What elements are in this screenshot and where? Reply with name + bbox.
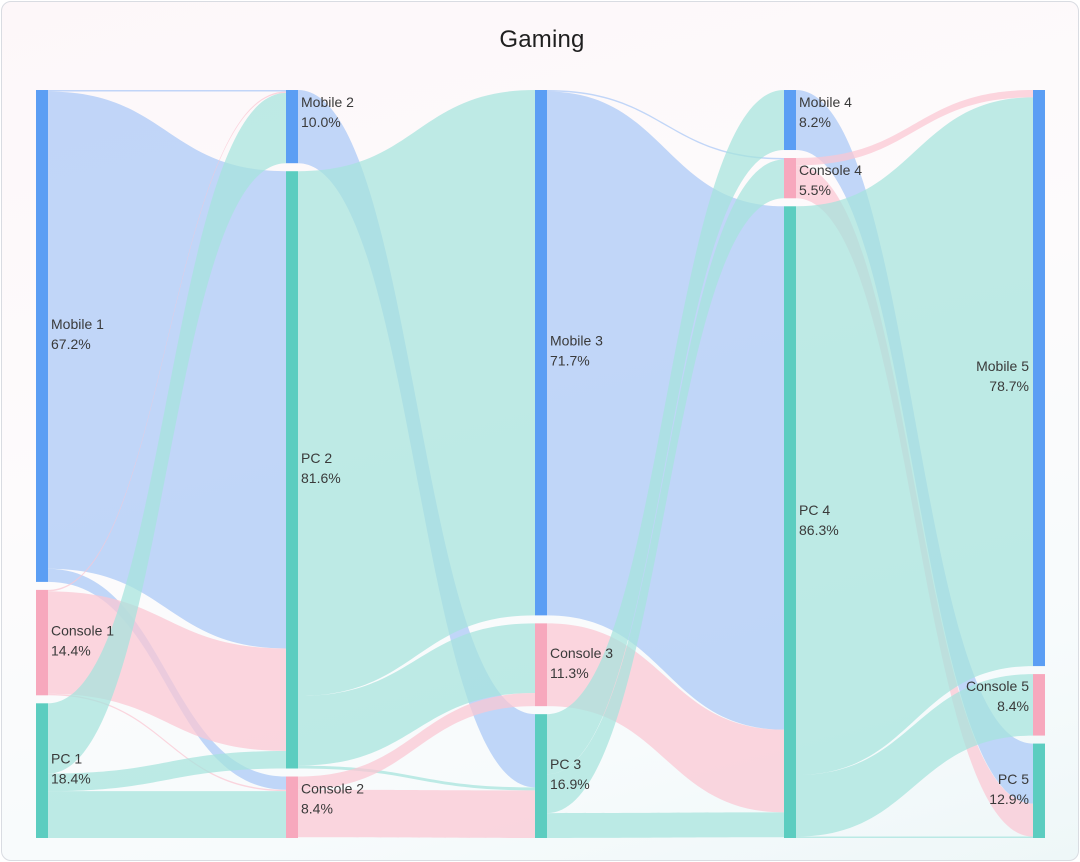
link-P1-C2[interactable] bbox=[48, 791, 286, 838]
link-C1-P2[interactable] bbox=[48, 591, 286, 751]
link-P3-P4[interactable] bbox=[547, 812, 784, 838]
nodes-layer: Mobile 1 67.2% Console 1 14.4% PC 1 18.4% Mobi… bbox=[36, 90, 1045, 838]
node-name-label: Console 5 bbox=[966, 678, 1029, 694]
node-name-label: Console 4 bbox=[799, 162, 862, 178]
node-mobile-5[interactable] bbox=[1033, 90, 1045, 667]
link-C4-M5[interactable] bbox=[796, 90, 1033, 166]
node-name-label: Mobile 5 bbox=[976, 358, 1029, 374]
node-percent-label: 12.9% bbox=[989, 791, 1029, 807]
node-name-label: Mobile 2 bbox=[301, 94, 354, 110]
chart-title: Gaming bbox=[499, 26, 585, 53]
node-percent-label: 14.4% bbox=[51, 643, 91, 659]
links-layer bbox=[48, 90, 1033, 838]
node-name-label: PC 2 bbox=[301, 450, 332, 466]
node-name-label: Console 1 bbox=[51, 623, 114, 639]
link-C2-C3[interactable] bbox=[298, 692, 535, 790]
node-percent-label: 10.0% bbox=[301, 114, 341, 130]
link-C1-M2[interactable] bbox=[48, 91, 286, 592]
node-percent-label: 67.2% bbox=[51, 336, 91, 352]
node-percent-label: 8.4% bbox=[997, 698, 1029, 714]
node-name-label: PC 1 bbox=[51, 751, 82, 767]
node-percent-label: 11.3% bbox=[550, 665, 589, 681]
link-P4-P5[interactable] bbox=[796, 836, 1033, 838]
link-P2-C3[interactable] bbox=[298, 623, 535, 766]
node-name-label: Console 2 bbox=[301, 781, 364, 797]
node-percent-label: 81.6% bbox=[301, 470, 341, 486]
link-C2-P3[interactable] bbox=[298, 789, 535, 838]
node-percent-label: 16.9% bbox=[550, 776, 590, 792]
link-P3-C4[interactable] bbox=[547, 159, 784, 814]
node-percent-label: 18.4% bbox=[51, 771, 91, 787]
node-console-2[interactable] bbox=[286, 776, 298, 838]
node-pc-1[interactable] bbox=[36, 703, 48, 838]
link-P1-M2[interactable] bbox=[48, 92, 286, 774]
node-console-3[interactable] bbox=[535, 623, 547, 707]
node-pc-3[interactable] bbox=[535, 714, 547, 838]
node-console-1[interactable] bbox=[36, 589, 48, 696]
node-mobile-3[interactable] bbox=[535, 90, 547, 616]
link-C1-C2[interactable] bbox=[48, 693, 286, 792]
node-mobile-2[interactable] bbox=[286, 90, 298, 164]
node-percent-label: 8.4% bbox=[301, 801, 333, 817]
link-M1-M2[interactable] bbox=[48, 90, 286, 92]
link-M1-P2[interactable] bbox=[48, 91, 286, 649]
node-console-5[interactable] bbox=[1033, 674, 1045, 736]
link-P2-P3[interactable] bbox=[298, 765, 535, 791]
link-P4-M5[interactable] bbox=[796, 97, 1033, 776]
node-mobile-4[interactable] bbox=[784, 90, 796, 151]
node-name-label: Mobile 3 bbox=[550, 333, 603, 349]
node-percent-label: 71.7% bbox=[550, 353, 590, 369]
node-name-label: PC 5 bbox=[998, 771, 1029, 787]
node-name-label: PC 3 bbox=[550, 756, 581, 772]
node-name-label: Mobile 1 bbox=[51, 316, 104, 332]
node-pc-4[interactable] bbox=[784, 206, 796, 838]
link-M3-C4[interactable] bbox=[547, 90, 784, 160]
node-name-label: Console 3 bbox=[550, 645, 613, 661]
node-name-label: PC 4 bbox=[799, 502, 830, 518]
node-percent-label: 78.7% bbox=[989, 378, 1029, 394]
link-P2-M3[interactable] bbox=[298, 90, 535, 697]
node-percent-label: 8.2% bbox=[799, 114, 831, 130]
node-pc-2[interactable] bbox=[286, 171, 298, 769]
link-P3-M4[interactable] bbox=[547, 90, 784, 775]
node-percent-label: 5.5% bbox=[799, 182, 831, 198]
node-pc-5[interactable] bbox=[1033, 743, 1045, 838]
node-percent-label: 86.3% bbox=[799, 522, 839, 538]
link-P4-C5[interactable] bbox=[796, 674, 1033, 837]
node-name-label: Mobile 4 bbox=[799, 94, 852, 110]
node-console-4[interactable] bbox=[784, 158, 796, 199]
node-mobile-1[interactable] bbox=[36, 90, 48, 582]
link-P1-P2[interactable] bbox=[48, 750, 286, 792]
